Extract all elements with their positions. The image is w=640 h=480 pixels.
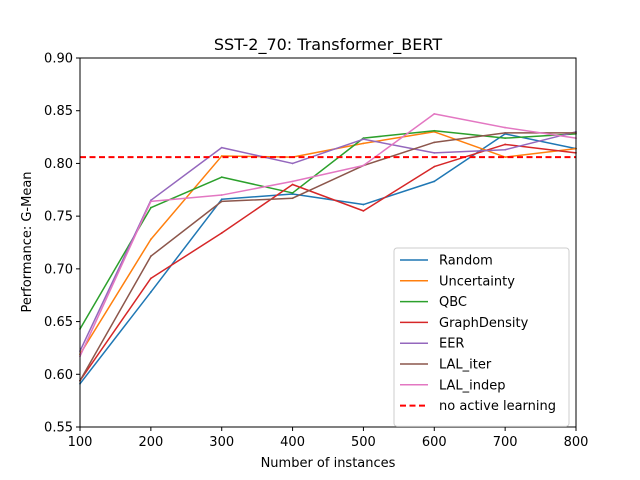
legend-label: GraphDensity	[439, 316, 529, 331]
x-tick-label: 600	[422, 435, 447, 450]
data-point	[291, 197, 294, 200]
legend-label: QBC	[439, 295, 467, 310]
data-point	[504, 137, 507, 140]
x-tick-label: 800	[564, 435, 589, 450]
y-tick-label: 0.80	[44, 157, 73, 172]
y-tick-label: 0.60	[44, 368, 73, 383]
data-point	[362, 203, 365, 206]
x-tick-label: 300	[209, 435, 234, 450]
legend-label: EER	[439, 337, 464, 352]
y-tick-label: 0.65	[44, 315, 73, 330]
data-point	[433, 180, 436, 183]
plot-area: 100 200 300 400 500 600 700 800 0.55 0.60 0.65 0.70…	[44, 52, 588, 451]
y-tick-label: 0.75	[44, 210, 73, 225]
data-point	[362, 142, 365, 145]
legend-box	[393, 247, 570, 427]
data-point	[504, 156, 507, 159]
data-point	[362, 209, 365, 212]
data-point	[504, 148, 507, 151]
legend-label: Uncertainty	[439, 274, 515, 289]
data-point	[433, 165, 436, 168]
x-tick-label: 400	[280, 435, 305, 450]
data-point	[220, 155, 223, 157]
y-axis-label: Performance: G-Mean	[20, 171, 35, 312]
data-point	[220, 198, 223, 201]
data-point	[149, 291, 152, 293]
legend-label: LAL_iter	[439, 358, 492, 373]
series-line-graphdensity	[79, 143, 577, 382]
legend-label: Random	[439, 254, 493, 269]
data-point	[433, 129, 436, 132]
y-tick-label: 0.85	[44, 104, 73, 119]
data-point	[433, 141, 436, 144]
data-point	[433, 151, 436, 154]
x-tick-label: 500	[351, 435, 376, 450]
data-point	[149, 238, 152, 241]
data-point	[362, 138, 365, 141]
x-tick-label: 200	[138, 435, 163, 450]
series-line-qbc	[79, 129, 577, 330]
data-point	[220, 176, 223, 179]
data-point	[149, 255, 152, 258]
data-point	[504, 131, 507, 134]
data-point	[149, 206, 152, 209]
series-line-random	[79, 133, 577, 385]
data-point	[291, 183, 294, 186]
data-point	[149, 277, 152, 280]
data-point	[433, 112, 436, 115]
data-point	[504, 126, 507, 129]
data-point	[149, 200, 152, 203]
y-tick-label: 0.90	[44, 52, 73, 67]
series-line-eer	[79, 131, 577, 352]
data-point	[220, 194, 223, 196]
x-tick-label: 100	[68, 435, 93, 450]
axes-frame	[79, 57, 577, 428]
series-line-lal-iter	[79, 132, 576, 381]
data-point	[291, 180, 294, 183]
data-point	[362, 164, 365, 167]
data-point	[220, 146, 223, 149]
chart-title: SST-2_70: Transformer_BERT	[214, 35, 442, 55]
data-point	[504, 143, 507, 146]
series-line-lal-indep	[79, 113, 577, 357]
legend: Random Uncertainty QBC GraphDensity EER LAL_i…	[393, 247, 570, 427]
legend-label: no active learning	[439, 399, 556, 414]
data-point	[220, 200, 223, 203]
y-tick-label: 0.70	[44, 262, 73, 277]
series-line-uncertainty	[79, 131, 577, 355]
legend-label: LAL_indep	[439, 378, 506, 393]
data-point	[220, 232, 223, 234]
x-tick-label: 700	[493, 435, 518, 450]
y-tick-label: 0.55	[44, 421, 73, 436]
data-point	[291, 162, 294, 165]
x-axis-label: Number of instances	[261, 456, 396, 471]
data-point	[291, 192, 294, 194]
